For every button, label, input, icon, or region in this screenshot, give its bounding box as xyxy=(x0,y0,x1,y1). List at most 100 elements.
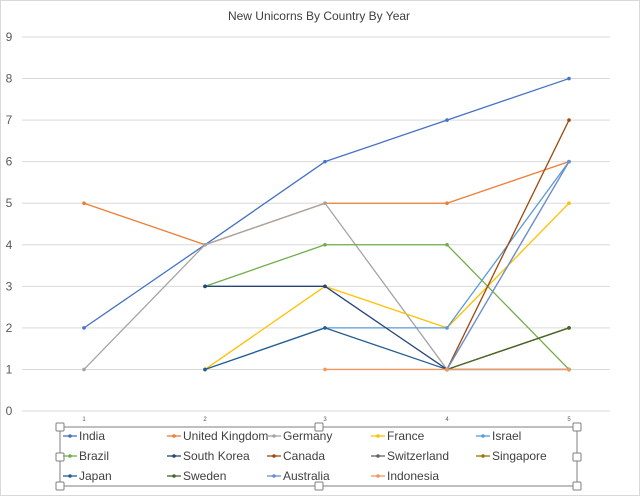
data-point-united-kingdom-4 xyxy=(445,201,449,206)
legend-label-brazil: Brazil xyxy=(79,449,109,463)
legend-item-australia: Australia xyxy=(267,469,330,483)
legend-marker-united-kingdom xyxy=(172,434,176,438)
data-point-india-1 xyxy=(82,326,86,330)
legend-label-united-kingdom: United Kingdom xyxy=(183,429,268,443)
data-point-germany-2 xyxy=(203,242,207,247)
legend-marker-australia xyxy=(272,474,276,478)
y-tick-label-5: 5 xyxy=(6,196,13,210)
legend-item-brazil: Brazil xyxy=(63,449,109,463)
series-lines xyxy=(82,76,571,372)
legend-item-israel: Israel xyxy=(476,429,521,443)
y-tick-label-6: 6 xyxy=(6,155,13,169)
data-point-india-5 xyxy=(567,76,571,81)
legend-label-sweden: Sweden xyxy=(183,469,226,483)
x-tick-label-4: 4 xyxy=(445,417,449,423)
legend-item-indonesia: Indonesia xyxy=(371,469,439,483)
x-tick-label-1: 1 xyxy=(82,417,86,423)
series-line-australia xyxy=(446,161,570,370)
gridlines xyxy=(22,36,610,412)
legend-item-south-korea: South Korea xyxy=(167,449,250,463)
legend-item-india: India xyxy=(63,429,105,443)
legend-resize-handle-1 xyxy=(314,422,324,432)
legend-resize-handle-7 xyxy=(572,481,582,491)
legend-label-japan: Japan xyxy=(79,469,112,483)
y-tick-label-0: 0 xyxy=(6,404,13,418)
y-tick-label-1: 1 xyxy=(6,362,13,376)
y-tick-label-4: 4 xyxy=(6,238,13,252)
legend-item-canada: Canada xyxy=(267,449,325,463)
legend-item-singapore: Singapore xyxy=(476,449,547,463)
data-point-france-5 xyxy=(567,201,571,206)
data-point-brazil-4 xyxy=(445,242,449,247)
data-point-indonesia-5 xyxy=(567,367,571,372)
legend-label-canada: Canada xyxy=(283,449,325,463)
data-point-india-3 xyxy=(323,159,327,164)
data-point-japan-3 xyxy=(323,326,327,330)
data-point-south-korea-2 xyxy=(203,284,207,289)
legend-marker-south-korea xyxy=(172,454,176,458)
y-tick-label-9: 9 xyxy=(6,30,13,44)
data-point-germany-1 xyxy=(82,367,86,372)
legend-item-united-kingdom: United Kingdom xyxy=(167,429,268,443)
legend-label-singapore: Singapore xyxy=(492,449,547,463)
series-line-sweden xyxy=(446,327,570,371)
legend-item-switzerland: Switzerland xyxy=(371,449,449,463)
legend-marker-france xyxy=(376,434,380,438)
legend-resize-handle-0 xyxy=(55,422,65,432)
data-point-japan-2 xyxy=(203,367,207,372)
y-axis-ticks: 0 1 2 3 4 5 6 7 8 9 xyxy=(6,30,13,418)
legend-resize-handle-5 xyxy=(55,481,65,491)
legend-item-france: France xyxy=(371,429,425,443)
series-indonesia xyxy=(323,367,571,372)
legend-label-india: India xyxy=(79,429,105,443)
data-point-sweden-5 xyxy=(567,326,571,330)
legend-resize-handle-3 xyxy=(55,452,65,462)
y-tick-label-2: 2 xyxy=(6,321,13,335)
data-point-united-kingdom-1 xyxy=(82,201,86,206)
data-point-germany-3 xyxy=(323,201,327,206)
y-tick-label-8: 8 xyxy=(6,72,13,86)
series-line-brazil xyxy=(204,244,570,370)
data-point-australia-5 xyxy=(567,159,571,164)
y-tick-label-7: 7 xyxy=(6,113,13,127)
legend-item-germany: Germany xyxy=(267,429,332,443)
x-tick-label-3: 3 xyxy=(323,417,327,423)
legend-marker-germany xyxy=(272,434,276,438)
legend-item-japan: Japan xyxy=(63,469,112,483)
legend-marker-brazil xyxy=(68,454,72,458)
x-tick-label-5: 5 xyxy=(567,417,571,423)
legend-label-australia: Australia xyxy=(283,469,330,483)
legend-label-israel: Israel xyxy=(492,429,521,443)
legend-item-sweden: Sweden xyxy=(167,469,226,483)
data-point-indonesia-4 xyxy=(445,367,449,372)
legend-label-south-korea: South Korea xyxy=(183,449,250,463)
legend-label-switzerland: Switzerland xyxy=(387,449,449,463)
data-point-indonesia-3 xyxy=(323,367,327,372)
legend-marker-canada xyxy=(272,454,276,458)
data-point-brazil-3 xyxy=(323,242,327,247)
x-tick-label-2: 2 xyxy=(203,417,207,423)
data-point-canada-5 xyxy=(567,118,571,122)
x-axis-ticks: 1 2 3 4 5 xyxy=(82,417,571,423)
legend-label-germany: Germany xyxy=(283,429,332,443)
legend-resize-handle-6 xyxy=(314,481,324,491)
data-point-south-korea-3 xyxy=(323,284,327,289)
data-point-israel-4 xyxy=(445,326,449,330)
legend[interactable]: India United Kingdom Germany France Israel Br… xyxy=(55,422,582,491)
legend-label-france: France xyxy=(387,429,425,443)
legend-marker-india xyxy=(68,434,72,438)
chart-title: New Unicorns By Country By Year xyxy=(228,9,410,23)
series-line-canada xyxy=(446,119,570,370)
legend-marker-indonesia xyxy=(376,474,380,478)
legend-resize-handle-2 xyxy=(572,422,582,432)
data-point-india-4 xyxy=(445,118,449,122)
y-tick-label-3: 3 xyxy=(6,279,13,293)
legend-marker-japan xyxy=(68,474,72,478)
legend-marker-sweden xyxy=(172,474,176,478)
legend-marker-israel xyxy=(481,434,485,438)
legend-marker-singapore xyxy=(481,454,485,458)
legend-marker-switzerland xyxy=(376,454,380,458)
